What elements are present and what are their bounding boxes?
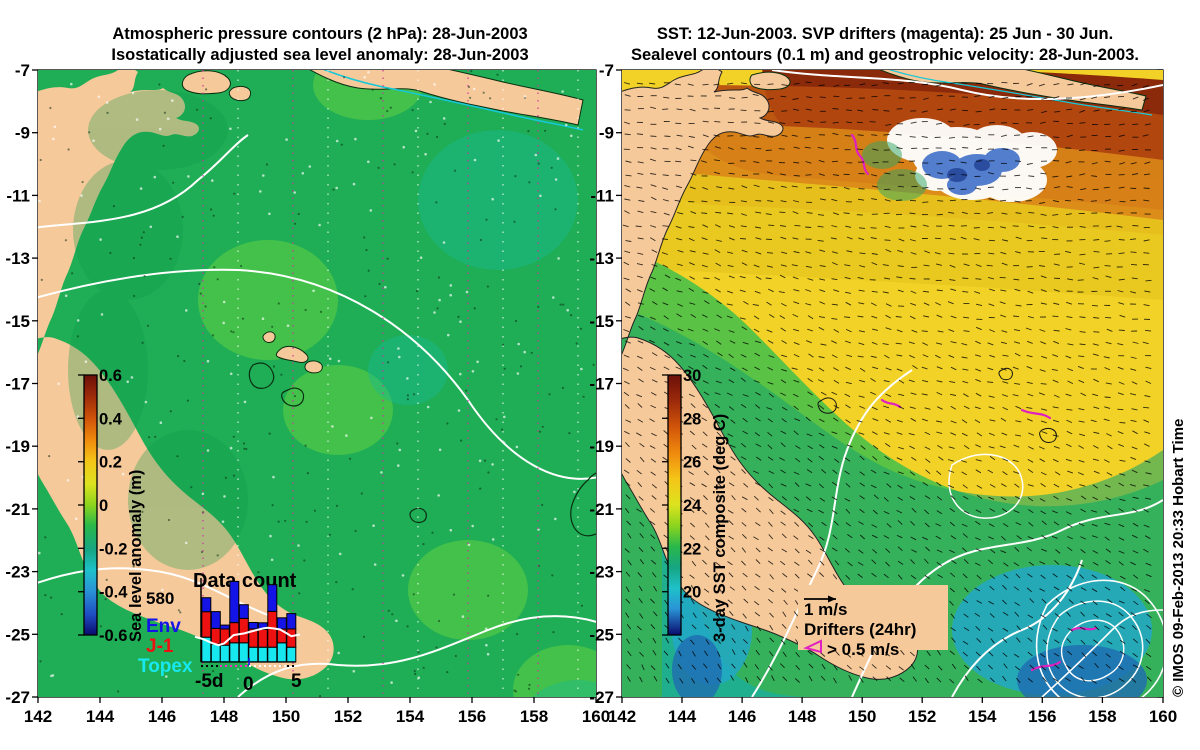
svg-text:-7: -7: [15, 61, 30, 80]
svg-text:142: 142: [608, 707, 636, 726]
svg-text:-23: -23: [5, 563, 30, 582]
svg-text:22: 22: [683, 540, 701, 558]
svg-text:148: 148: [788, 707, 816, 726]
svg-text:160: 160: [582, 707, 610, 726]
svg-text:3-day SST composite (deg C): 3-day SST composite (deg C): [711, 414, 729, 642]
svg-text:© IMOS 09-Feb-2013 20:33 Hobar: © IMOS 09-Feb-2013 20:33 Hobart Time: [1170, 419, 1187, 697]
svg-text:20: 20: [683, 584, 701, 602]
svg-text:152: 152: [908, 707, 936, 726]
svg-text:26: 26: [683, 454, 701, 472]
svg-text:1 m/s: 1 m/s: [804, 600, 847, 619]
svg-text:Data count: Data count: [193, 570, 297, 592]
svg-text:Topex: Topex: [138, 656, 193, 677]
svg-text:142: 142: [24, 707, 52, 726]
svg-text:160: 160: [1149, 707, 1177, 726]
svg-text:-9: -9: [599, 124, 614, 143]
svg-text:30: 30: [683, 367, 701, 385]
svg-text:152: 152: [334, 707, 362, 726]
svg-text:-13: -13: [5, 249, 30, 268]
svg-text:-11: -11: [6, 186, 30, 205]
svg-text:-0.2: -0.2: [99, 540, 127, 558]
svg-text:146: 146: [728, 707, 756, 726]
svg-text:Env: Env: [146, 616, 181, 637]
svg-text:146: 146: [148, 707, 176, 726]
svg-text:-17: -17: [5, 375, 30, 394]
svg-text:154: 154: [396, 707, 425, 726]
svg-text:-19: -19: [5, 437, 30, 456]
svg-text:Sea level anomaly (m): Sea level anomaly (m): [127, 470, 145, 642]
svg-text:0.4: 0.4: [99, 410, 123, 428]
svg-text:-15: -15: [5, 312, 30, 331]
svg-text:156: 156: [1028, 707, 1056, 726]
svg-text:-9: -9: [15, 124, 30, 143]
svg-text:150: 150: [272, 707, 300, 726]
svg-text:-5d: -5d: [195, 671, 224, 692]
svg-text:> 0.5 m/s: > 0.5 m/s: [827, 640, 899, 659]
svg-text:-27: -27: [5, 688, 30, 707]
svg-text:144: 144: [668, 707, 697, 726]
svg-text:156: 156: [458, 707, 486, 726]
svg-text:-0.6: -0.6: [99, 627, 127, 645]
svg-text:0.6: 0.6: [99, 367, 122, 385]
svg-text:5: 5: [291, 671, 302, 692]
svg-text:-21: -21: [5, 500, 30, 519]
svg-text:148: 148: [210, 707, 238, 726]
svg-text:0: 0: [99, 497, 108, 515]
svg-text:0: 0: [243, 674, 254, 695]
svg-text:24: 24: [683, 497, 702, 515]
svg-text:28: 28: [683, 410, 701, 428]
svg-text:144: 144: [86, 707, 115, 726]
svg-text:Drifters (24hr): Drifters (24hr): [804, 620, 916, 639]
svg-text:-25: -25: [5, 625, 30, 644]
svg-text:158: 158: [520, 707, 548, 726]
svg-text:0.2: 0.2: [99, 454, 122, 472]
svg-text:-0.4: -0.4: [99, 584, 128, 602]
svg-text:580: 580: [146, 589, 174, 608]
svg-text:J-1: J-1: [146, 636, 174, 657]
svg-text:154: 154: [968, 707, 997, 726]
svg-text:150: 150: [848, 707, 876, 726]
svg-text:158: 158: [1088, 707, 1116, 726]
